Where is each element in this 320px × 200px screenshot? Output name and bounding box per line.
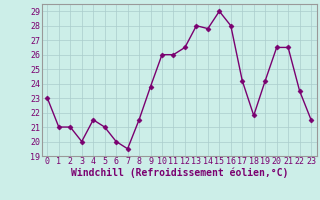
X-axis label: Windchill (Refroidissement éolien,°C): Windchill (Refroidissement éolien,°C) bbox=[70, 168, 288, 178]
